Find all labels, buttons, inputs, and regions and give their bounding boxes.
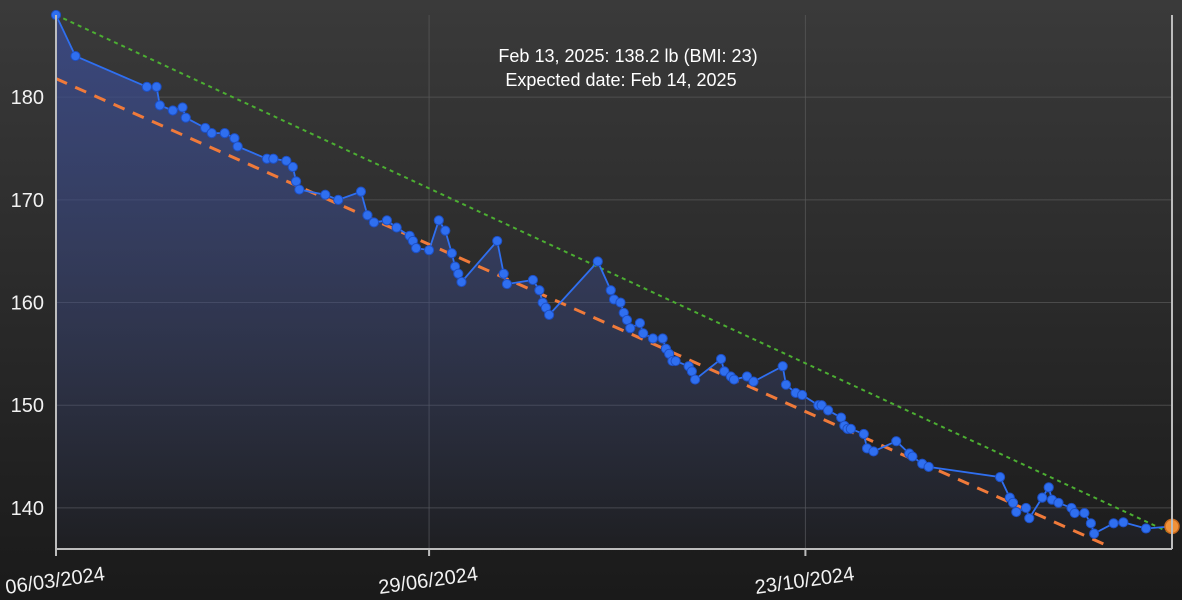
data-point[interactable] xyxy=(670,355,681,367)
y-axis-ticks: 140 150 160 170 180 xyxy=(11,87,44,520)
data-point[interactable] xyxy=(1069,507,1080,519)
info-tooltip: Feb 13, 2025: 138.2 lb (BMI: 23) Expecte… xyxy=(498,46,757,90)
data-point[interactable] xyxy=(891,436,902,447)
data-point[interactable] xyxy=(823,405,834,416)
data-point[interactable] xyxy=(638,328,649,339)
data-point[interactable] xyxy=(728,374,740,385)
data-point[interactable] xyxy=(391,222,402,233)
data-point[interactable] xyxy=(180,112,191,123)
data-point[interactable] xyxy=(368,217,380,228)
data-point[interactable] xyxy=(527,274,538,286)
data-point[interactable] xyxy=(219,127,230,139)
data-point[interactable] xyxy=(333,194,344,205)
data-point[interactable] xyxy=(1089,528,1100,539)
y-tick-label: 180 xyxy=(11,87,44,109)
trend-line xyxy=(55,77,1111,549)
data-point[interactable] xyxy=(1118,517,1129,528)
data-point[interactable] xyxy=(281,155,292,166)
y-tick-label: 160 xyxy=(11,293,44,315)
data-point[interactable] xyxy=(1007,497,1019,508)
data-point[interactable] xyxy=(715,353,727,365)
data-point[interactable] xyxy=(994,472,1006,483)
data-point[interactable] xyxy=(440,225,451,236)
data-point[interactable] xyxy=(625,323,636,334)
data-point[interactable] xyxy=(423,245,435,256)
data-point[interactable] xyxy=(1085,518,1096,529)
info-line-1: Feb 13, 2025: 138.2 lb (BMI: 23) xyxy=(498,46,757,66)
data-point[interactable] xyxy=(141,81,152,92)
data-point[interactable] xyxy=(544,309,555,320)
data-point[interactable] xyxy=(845,423,856,434)
data-point[interactable] xyxy=(1037,492,1048,503)
data-point[interactable] xyxy=(690,374,701,385)
data-point[interactable] xyxy=(177,102,188,113)
data-point[interactable] xyxy=(355,186,367,197)
data-point[interactable] xyxy=(923,461,934,472)
data-point[interactable] xyxy=(446,248,457,259)
data-point[interactable] xyxy=(647,333,659,344)
data-point[interactable] xyxy=(605,285,616,296)
data-point[interactable] xyxy=(1024,513,1035,524)
info-line-2: Expected date: Feb 14, 2025 xyxy=(505,70,736,90)
data-point[interactable] xyxy=(748,376,759,387)
data-point[interactable] xyxy=(777,361,788,372)
target-line xyxy=(55,14,1173,535)
data-point[interactable] xyxy=(362,210,373,221)
data-point[interactable] xyxy=(657,333,668,344)
data-point[interactable] xyxy=(232,141,243,152)
data-point[interactable] xyxy=(498,268,509,279)
data-point[interactable] xyxy=(492,235,503,247)
data-point[interactable] xyxy=(1108,518,1119,529)
axes xyxy=(55,15,1173,550)
data-point[interactable] xyxy=(780,379,792,390)
data-point[interactable] xyxy=(1043,482,1054,493)
series-points xyxy=(50,9,1178,539)
data-point[interactable] xyxy=(1011,506,1022,518)
data-point[interactable] xyxy=(1020,502,1032,514)
data-point[interactable] xyxy=(70,50,81,62)
data-point[interactable] xyxy=(615,297,626,308)
data-point[interactable] xyxy=(456,276,467,288)
data-point[interactable] xyxy=(534,285,545,296)
data-point[interactable] xyxy=(592,256,603,267)
data-point[interactable] xyxy=(797,389,808,401)
data-point[interactable] xyxy=(1140,523,1152,534)
y-tick-label: 170 xyxy=(11,190,44,212)
data-point[interactable] xyxy=(858,428,869,440)
data-point[interactable] xyxy=(167,105,178,116)
data-point[interactable] xyxy=(1079,507,1090,519)
data-point[interactable] xyxy=(501,278,513,290)
data-point[interactable] xyxy=(907,451,918,462)
series-area xyxy=(56,15,1172,549)
data-point[interactable] xyxy=(287,161,298,173)
data-point[interactable] xyxy=(320,189,331,200)
data-point[interactable] xyxy=(294,184,305,195)
data-point[interactable] xyxy=(433,215,444,226)
data-point[interactable] xyxy=(411,243,422,254)
data-point[interactable] xyxy=(868,446,879,457)
y-tick-label: 140 xyxy=(11,498,44,520)
data-point[interactable] xyxy=(634,317,646,329)
data-point[interactable] xyxy=(151,81,162,92)
data-point[interactable] xyxy=(206,127,217,139)
y-tick-label: 150 xyxy=(11,395,44,417)
data-point[interactable] xyxy=(268,153,279,164)
data-point[interactable] xyxy=(381,215,393,226)
data-point[interactable] xyxy=(1053,497,1064,508)
data-point[interactable] xyxy=(154,100,165,111)
